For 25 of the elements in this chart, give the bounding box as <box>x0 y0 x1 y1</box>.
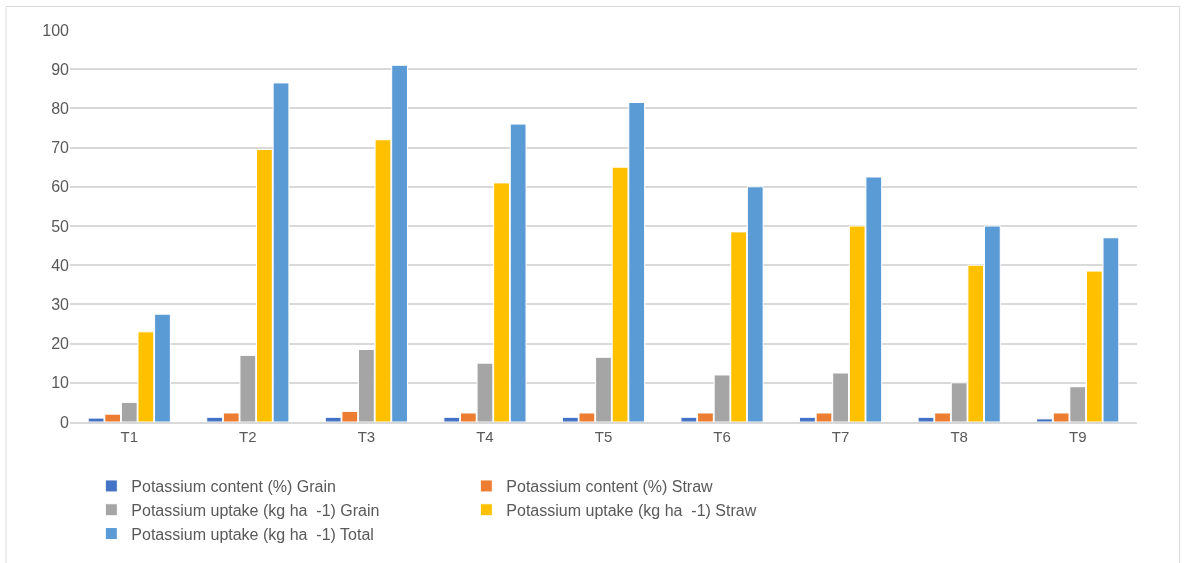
x-tick-label: T4 <box>476 428 494 445</box>
legend-label: Potassium content (%) Grain <box>131 478 336 496</box>
y-tick-label: 90 <box>51 60 70 78</box>
legend-label: Potassium uptake (kg ha -1) Total <box>131 525 374 543</box>
y-tick-label: 0 <box>60 413 70 431</box>
y-tick-label: 10 <box>51 374 70 392</box>
x-tick-label: T6 <box>713 428 731 445</box>
y-tick-label: 20 <box>51 335 70 353</box>
legend-label: Potassium content (%) Straw <box>506 478 714 496</box>
x-tick-label: T5 <box>594 428 613 445</box>
y-tick-label: 30 <box>51 296 70 313</box>
y-tick-label: 70 <box>51 139 70 157</box>
y-tick-label: 100 <box>42 21 70 39</box>
x-tick-label: T9 <box>1068 428 1087 445</box>
y-tick-label: 80 <box>51 100 70 117</box>
y-tick-label: 40 <box>51 256 70 274</box>
y-tick-label: 50 <box>51 217 70 235</box>
x-tick-label: T3 <box>357 428 376 445</box>
x-tick-label: T1 <box>120 428 139 445</box>
x-tick-label: T2 <box>239 428 257 445</box>
x-tick-label: T7 <box>831 428 850 445</box>
legend-label: Potassium uptake (kg ha -1) Straw <box>506 501 757 519</box>
legend-label: Potassium uptake (kg ha -1) Grain <box>131 501 380 519</box>
x-tick-label: T8 <box>950 428 968 445</box>
y-tick-label: 60 <box>51 178 70 196</box>
